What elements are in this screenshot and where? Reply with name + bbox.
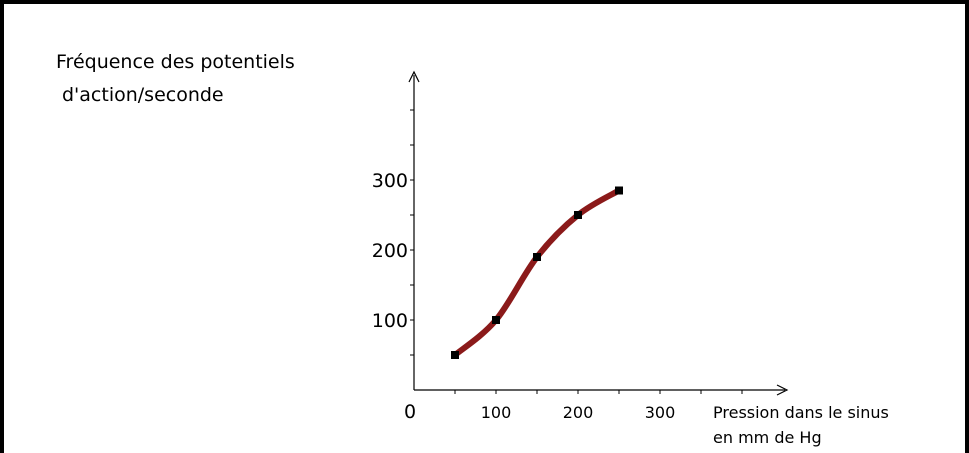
x-tick-labels: 0 100 200 300 (404, 401, 675, 423)
data-points (451, 186, 623, 359)
y-tick-marks (410, 109, 414, 356)
y-axis-arrow-icon (408, 70, 420, 83)
x-axis-label-line1: Pression dans le sinus (713, 403, 889, 422)
x-tick-label: 200 (563, 403, 594, 422)
data-point (492, 316, 500, 324)
x-tick-label: 0 (404, 401, 416, 423)
data-point (615, 186, 623, 195)
x-tick-label: 300 (645, 403, 676, 422)
y-axis-label-line1: Fréquence des potentiels (56, 51, 295, 73)
x-axis (414, 384, 789, 396)
series-line (452, 187, 622, 358)
x-axis-label-line2: en mm de Hg (713, 428, 822, 447)
x-tick-marks (454, 390, 743, 394)
y-tick-label: 300 (372, 170, 408, 192)
y-tick-label: 100 (372, 310, 408, 332)
x-tick-label: 100 (481, 403, 512, 422)
y-axis-label-line2: d'action/seconde (62, 84, 224, 106)
data-point (451, 351, 459, 359)
x-axis-arrow-icon (776, 384, 789, 396)
y-tick-labels: 100 200 300 (372, 170, 408, 332)
data-point (533, 253, 541, 261)
y-axis (408, 70, 420, 390)
y-tick-label: 200 (372, 240, 408, 262)
data-point (574, 211, 582, 219)
